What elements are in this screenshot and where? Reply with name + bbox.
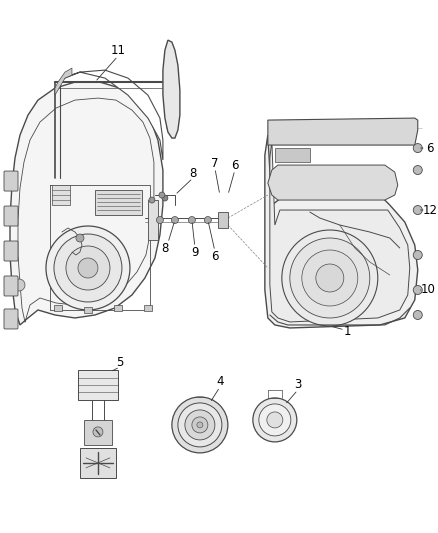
Polygon shape <box>52 185 70 205</box>
FancyBboxPatch shape <box>4 206 18 226</box>
Text: 8: 8 <box>161 241 169 255</box>
Polygon shape <box>265 135 418 328</box>
FancyBboxPatch shape <box>4 309 18 329</box>
FancyBboxPatch shape <box>84 307 92 313</box>
Circle shape <box>302 250 358 306</box>
Circle shape <box>54 234 122 302</box>
FancyBboxPatch shape <box>114 305 122 311</box>
Polygon shape <box>95 190 142 215</box>
Polygon shape <box>148 200 158 240</box>
Circle shape <box>413 311 422 319</box>
Text: 6: 6 <box>211 249 219 263</box>
Text: 10: 10 <box>420 284 435 296</box>
Text: 8: 8 <box>189 166 197 180</box>
Text: 5: 5 <box>116 357 124 369</box>
Polygon shape <box>55 68 72 95</box>
Circle shape <box>267 412 283 428</box>
Circle shape <box>413 166 422 174</box>
Polygon shape <box>10 82 163 325</box>
Circle shape <box>192 417 208 433</box>
FancyBboxPatch shape <box>54 305 62 311</box>
Circle shape <box>66 246 110 290</box>
FancyBboxPatch shape <box>144 305 152 311</box>
FancyBboxPatch shape <box>4 276 18 296</box>
Circle shape <box>159 192 165 198</box>
Circle shape <box>156 216 163 223</box>
Circle shape <box>282 230 378 326</box>
Text: 1: 1 <box>344 326 352 338</box>
Text: 9: 9 <box>191 246 199 259</box>
Circle shape <box>162 195 168 201</box>
Circle shape <box>413 286 422 295</box>
Polygon shape <box>268 118 418 145</box>
Text: 6: 6 <box>231 158 239 172</box>
Circle shape <box>316 264 344 292</box>
Circle shape <box>205 216 212 223</box>
Circle shape <box>413 143 422 152</box>
Polygon shape <box>84 420 112 445</box>
Text: 3: 3 <box>294 378 301 391</box>
Polygon shape <box>78 370 118 400</box>
Text: 4: 4 <box>216 375 224 389</box>
Circle shape <box>290 238 370 318</box>
Circle shape <box>13 279 25 291</box>
FancyBboxPatch shape <box>4 171 18 191</box>
Circle shape <box>413 251 422 260</box>
Polygon shape <box>270 140 410 322</box>
Text: 6: 6 <box>426 142 434 155</box>
Text: 11: 11 <box>110 44 125 56</box>
Circle shape <box>413 206 422 214</box>
Polygon shape <box>60 70 163 160</box>
FancyBboxPatch shape <box>4 241 18 261</box>
Circle shape <box>78 258 98 278</box>
Circle shape <box>178 403 222 447</box>
Polygon shape <box>163 40 180 138</box>
Circle shape <box>171 216 178 223</box>
Text: 12: 12 <box>422 204 437 216</box>
Circle shape <box>149 197 155 203</box>
Circle shape <box>253 398 297 442</box>
Polygon shape <box>80 448 116 478</box>
Circle shape <box>259 404 291 436</box>
Polygon shape <box>218 212 228 228</box>
Text: 7: 7 <box>211 157 219 169</box>
Circle shape <box>197 422 203 428</box>
Polygon shape <box>268 165 398 200</box>
Circle shape <box>76 234 84 242</box>
Circle shape <box>46 226 130 310</box>
Circle shape <box>188 216 195 223</box>
Circle shape <box>185 410 215 440</box>
Circle shape <box>93 427 103 437</box>
Circle shape <box>172 397 228 453</box>
Polygon shape <box>275 148 310 162</box>
